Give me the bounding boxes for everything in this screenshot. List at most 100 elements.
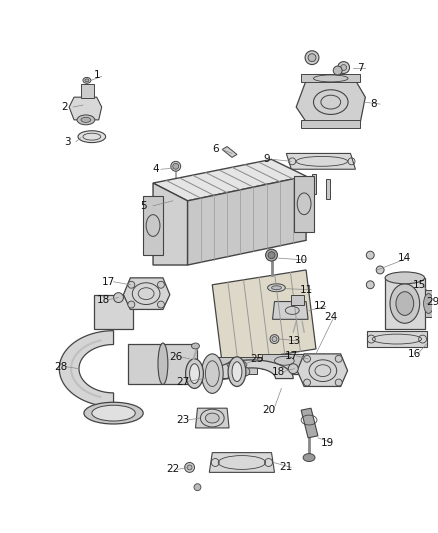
- Ellipse shape: [303, 454, 315, 462]
- Polygon shape: [367, 331, 427, 347]
- Ellipse shape: [305, 51, 319, 64]
- Polygon shape: [297, 354, 348, 386]
- Ellipse shape: [201, 354, 223, 393]
- Text: 6: 6: [212, 144, 219, 155]
- Ellipse shape: [308, 54, 316, 62]
- Ellipse shape: [341, 64, 346, 70]
- Polygon shape: [94, 295, 133, 329]
- Ellipse shape: [205, 413, 219, 423]
- Text: 8: 8: [370, 99, 377, 109]
- Text: 29: 29: [426, 296, 438, 306]
- Polygon shape: [301, 120, 360, 128]
- Ellipse shape: [199, 374, 209, 383]
- Ellipse shape: [304, 379, 311, 386]
- Ellipse shape: [190, 364, 199, 384]
- Ellipse shape: [92, 405, 135, 421]
- Polygon shape: [294, 176, 314, 232]
- Text: 2: 2: [61, 102, 67, 112]
- Polygon shape: [301, 75, 360, 83]
- Text: 22: 22: [166, 464, 180, 474]
- Ellipse shape: [194, 484, 201, 491]
- Ellipse shape: [240, 367, 250, 376]
- Ellipse shape: [85, 79, 89, 82]
- Text: 21: 21: [280, 463, 293, 472]
- Ellipse shape: [84, 402, 143, 424]
- Polygon shape: [312, 174, 316, 194]
- Polygon shape: [261, 354, 306, 369]
- Polygon shape: [209, 453, 275, 472]
- Ellipse shape: [396, 292, 414, 316]
- Ellipse shape: [304, 356, 311, 362]
- Polygon shape: [195, 408, 229, 428]
- Ellipse shape: [173, 163, 179, 169]
- Text: 14: 14: [398, 253, 411, 263]
- Text: 3: 3: [64, 136, 71, 147]
- Text: 20: 20: [262, 405, 275, 415]
- Ellipse shape: [83, 77, 91, 83]
- Polygon shape: [187, 176, 306, 265]
- Ellipse shape: [158, 343, 168, 384]
- Text: 5: 5: [140, 201, 146, 211]
- Polygon shape: [286, 154, 356, 169]
- Ellipse shape: [232, 362, 242, 382]
- Text: 10: 10: [295, 255, 308, 265]
- Text: 18: 18: [97, 295, 110, 304]
- Ellipse shape: [272, 286, 281, 290]
- Ellipse shape: [366, 251, 374, 259]
- Ellipse shape: [78, 131, 106, 143]
- Text: 16: 16: [408, 349, 421, 359]
- Text: 28: 28: [55, 362, 68, 372]
- Text: 23: 23: [176, 415, 189, 425]
- Polygon shape: [59, 330, 113, 407]
- Text: 26: 26: [169, 352, 182, 362]
- Text: 7: 7: [357, 62, 364, 72]
- Ellipse shape: [191, 343, 199, 349]
- Text: 15: 15: [413, 280, 426, 290]
- Ellipse shape: [113, 293, 124, 303]
- Polygon shape: [124, 278, 170, 310]
- Text: 18: 18: [272, 367, 285, 377]
- Ellipse shape: [335, 356, 342, 362]
- Ellipse shape: [185, 463, 194, 472]
- Ellipse shape: [335, 379, 342, 386]
- Text: 9: 9: [263, 155, 270, 164]
- Polygon shape: [202, 367, 247, 383]
- Ellipse shape: [81, 117, 91, 123]
- Ellipse shape: [228, 357, 246, 386]
- Polygon shape: [153, 159, 306, 201]
- Ellipse shape: [128, 301, 135, 308]
- Polygon shape: [385, 278, 424, 329]
- Text: 13: 13: [288, 336, 301, 346]
- Text: 17: 17: [102, 277, 115, 287]
- Ellipse shape: [424, 294, 434, 313]
- Ellipse shape: [390, 284, 420, 324]
- Polygon shape: [212, 270, 316, 364]
- Polygon shape: [291, 295, 304, 304]
- Text: 17: 17: [285, 351, 298, 361]
- Polygon shape: [301, 408, 318, 438]
- Text: 11: 11: [300, 285, 313, 295]
- Text: 19: 19: [321, 438, 335, 448]
- Ellipse shape: [265, 249, 277, 261]
- Text: 24: 24: [324, 312, 337, 322]
- Ellipse shape: [288, 364, 298, 374]
- Polygon shape: [143, 196, 163, 255]
- Text: 25: 25: [250, 354, 263, 364]
- Ellipse shape: [186, 359, 203, 389]
- Ellipse shape: [268, 252, 275, 259]
- Text: 12: 12: [314, 302, 328, 311]
- Ellipse shape: [187, 465, 192, 470]
- Text: 1: 1: [93, 70, 100, 80]
- Ellipse shape: [272, 337, 277, 342]
- Polygon shape: [69, 97, 102, 120]
- Text: 4: 4: [153, 164, 159, 174]
- Polygon shape: [222, 147, 237, 157]
- Polygon shape: [153, 183, 187, 265]
- Ellipse shape: [158, 281, 164, 288]
- Polygon shape: [210, 360, 293, 378]
- Ellipse shape: [268, 284, 285, 292]
- Ellipse shape: [128, 281, 135, 288]
- Ellipse shape: [385, 272, 424, 284]
- Ellipse shape: [158, 301, 164, 308]
- Text: 27: 27: [176, 376, 189, 386]
